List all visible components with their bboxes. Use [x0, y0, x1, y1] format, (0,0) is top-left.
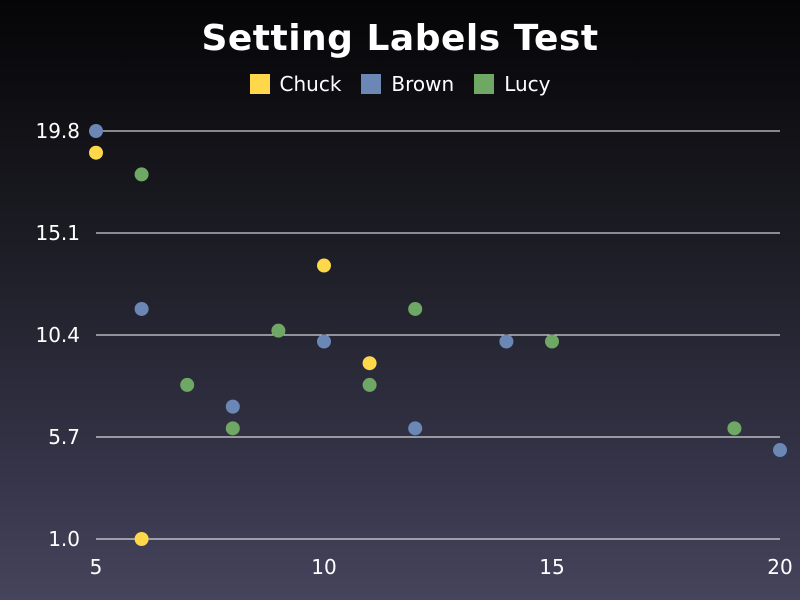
legend-label-brown: Brown [391, 72, 455, 96]
data-point-chuck [89, 145, 103, 160]
data-point-lucy [362, 377, 377, 392]
legend-item-chuck: Chuck [249, 72, 342, 96]
x-axis-ticks: 5 10 15 20 [90, 555, 793, 579]
data-point-lucy [408, 301, 423, 316]
x-tick-label: 5 [90, 555, 103, 579]
legend-item-lucy: Lucy [474, 72, 551, 96]
data-point-lucy [727, 421, 742, 436]
data-point-brown [317, 334, 331, 349]
legend-item-brown: Brown [361, 72, 454, 96]
grid-lines [96, 130, 780, 540]
y-axis-ticks: 1.0 5.7 10.4 15.1 19.8 [35, 119, 80, 551]
y-tick-label: 10.4 [35, 323, 80, 347]
legend-swatch-lucy [474, 74, 495, 94]
legend-swatch-chuck [249, 74, 270, 94]
chart-legend: Chuck Brown Lucy [0, 72, 800, 96]
y-tick-label: 1.0 [48, 527, 80, 551]
data-point-lucy [545, 334, 559, 349]
data-point-brown [773, 443, 787, 458]
x-tick-label: 10 [311, 555, 336, 579]
legend-label-chuck: Chuck [279, 72, 342, 96]
y-tick-label: 5.7 [48, 425, 80, 449]
legend-swatch-brown [361, 74, 382, 94]
data-points [89, 124, 787, 546]
legend-label-lucy: Lucy [504, 72, 551, 96]
data-point-chuck [134, 532, 149, 546]
data-point-brown [408, 421, 423, 436]
data-point-lucy [225, 421, 240, 436]
y-tick-label: 15.1 [35, 221, 80, 245]
y-tick-label: 19.8 [35, 119, 80, 143]
chart-title: Setting Labels Test [201, 18, 599, 59]
data-point-lucy [134, 167, 149, 182]
data-point-brown [134, 301, 149, 316]
data-point-chuck [317, 258, 331, 273]
data-point-brown [89, 124, 103, 138]
data-point-lucy [271, 323, 286, 338]
data-point-brown [499, 334, 514, 349]
x-tick-label: 20 [767, 555, 792, 579]
data-point-lucy [180, 377, 195, 392]
data-point-brown [225, 399, 240, 414]
x-tick-label: 15 [539, 555, 564, 579]
data-point-chuck [362, 356, 377, 371]
